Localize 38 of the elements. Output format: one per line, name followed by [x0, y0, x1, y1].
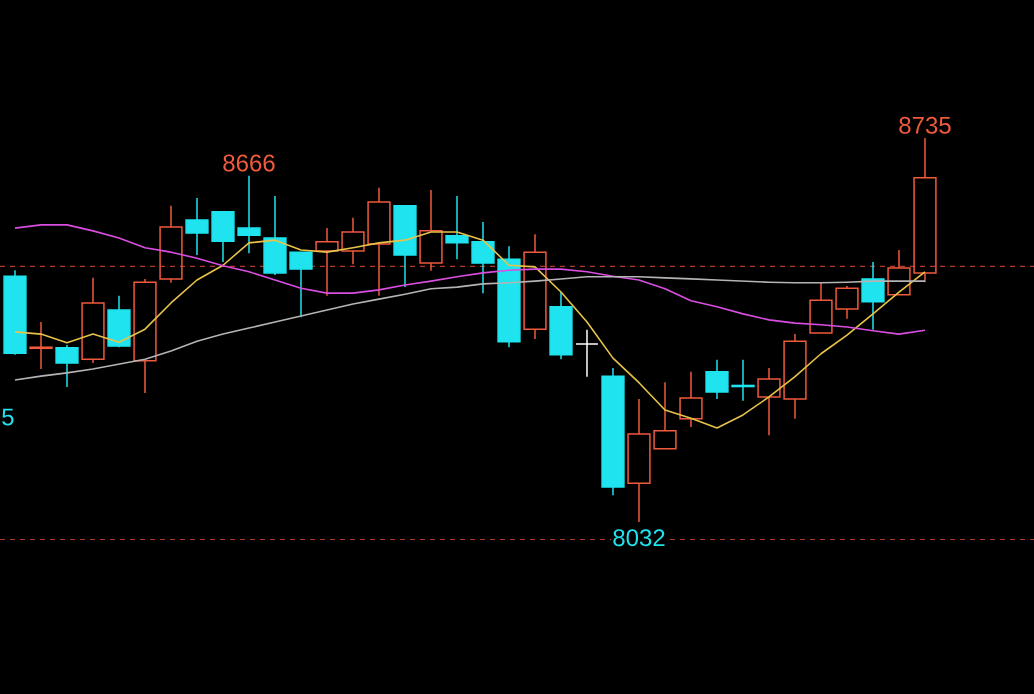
candlestick: [315, 227, 339, 297]
candlestick: [29, 321, 53, 370]
candlestick: [393, 204, 417, 288]
candlestick: [757, 367, 781, 436]
candlestick: [497, 245, 521, 348]
annotation: 8032: [613, 529, 665, 547]
candlestick: [913, 137, 937, 283]
candlestick: [419, 189, 443, 272]
candlestick: [211, 210, 235, 263]
candlestick: [523, 233, 547, 340]
candlestick: [471, 221, 495, 294]
annotation: 8666: [223, 154, 275, 172]
candlestick: [549, 291, 573, 360]
candlestick: [3, 269, 27, 356]
candlestick: [445, 195, 469, 261]
candlestick: [133, 278, 157, 394]
candlestick: [835, 285, 859, 320]
candlestick: [367, 186, 391, 297]
candlestick: [809, 281, 833, 334]
candlestick: [159, 204, 183, 284]
candlestick: [783, 333, 807, 420]
candlestick: [341, 216, 365, 265]
candlestick: [55, 344, 79, 388]
candlestick: [601, 367, 625, 496]
candlestick: [237, 174, 261, 254]
annotation: 5: [2, 408, 14, 426]
candlestick: [81, 277, 105, 364]
candlestick: [185, 197, 209, 256]
candlestick: [653, 381, 677, 450]
candlestick: [887, 249, 911, 296]
annotation: 8735: [899, 116, 951, 134]
candlestick: [627, 398, 651, 523]
candlestick: [107, 295, 131, 347]
candlestick: [289, 251, 313, 318]
candlestick: [263, 195, 287, 276]
candlestick: [679, 371, 703, 428]
candlestick: [861, 261, 885, 331]
candlestick: [705, 359, 729, 400]
